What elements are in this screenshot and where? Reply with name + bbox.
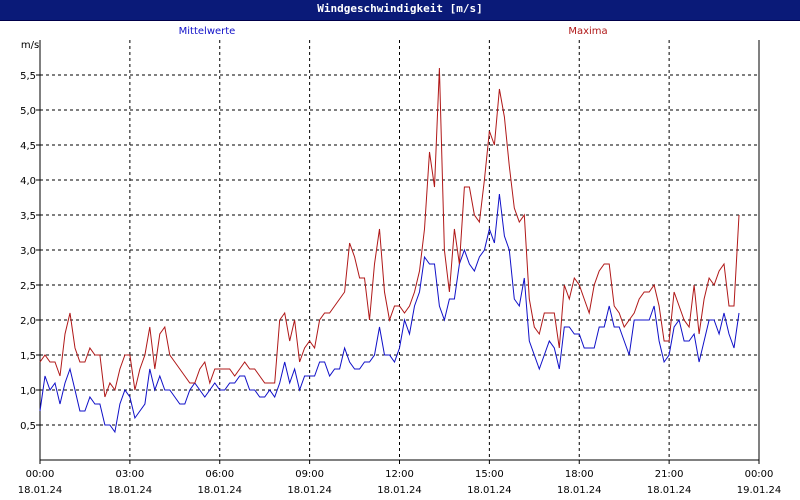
x-tick-time-label: 09:00 [295,469,324,480]
y-tick-label: 0,5 [20,421,36,432]
x-tick-date-label: 18.01.24 [377,485,422,496]
y-tick-label: 5,5 [20,71,36,82]
x-tick-time-label: 12:00 [385,469,414,480]
y-tick-label: 1,0 [20,386,36,397]
y-tick-label: 4,5 [20,141,36,152]
y-tick-label: 3,5 [20,211,36,222]
x-tick-time-label: 03:00 [115,469,144,480]
x-tick-date-label: 18.01.24 [18,485,63,496]
x-tick-date-label: 18.01.24 [557,485,602,496]
x-tick-time-label: 00:00 [26,469,55,480]
y-axis-label: m/s [21,40,39,51]
x-tick-time-label: 00:00 [745,469,774,480]
series-line-mittelwerte [39,193,740,434]
y-tick-label: 5,0 [20,106,36,117]
window-title: Windgeschwindigkeit [m/s] [0,0,800,21]
x-tick-date-label: 19.01.24 [737,485,782,496]
legend-entry-mittelwerte: Mittelwerte [179,26,236,37]
x-tick-date-label: 18.01.24 [197,485,242,496]
y-tick-label: 4,0 [20,176,36,187]
y-tick-label: 1,5 [20,351,36,362]
y-tick-label: 3,0 [20,246,36,257]
legend-entry-maxima: Maxima [568,26,607,37]
y-tick-label: 2,0 [20,316,36,327]
x-tick-time-label: 21:00 [655,469,684,480]
x-tick-date-label: 18.01.24 [647,485,692,496]
x-tick-time-label: 18:00 [565,469,594,480]
x-tick-date-label: 18.01.24 [108,485,153,496]
x-tick-time-label: 15:00 [475,469,504,480]
x-tick-time-label: 06:00 [205,469,234,480]
y-tick-label: 2,5 [20,281,36,292]
x-tick-date-label: 18.01.24 [287,485,332,496]
series-line-maxima [39,67,740,398]
x-tick-date-label: 18.01.24 [467,485,512,496]
